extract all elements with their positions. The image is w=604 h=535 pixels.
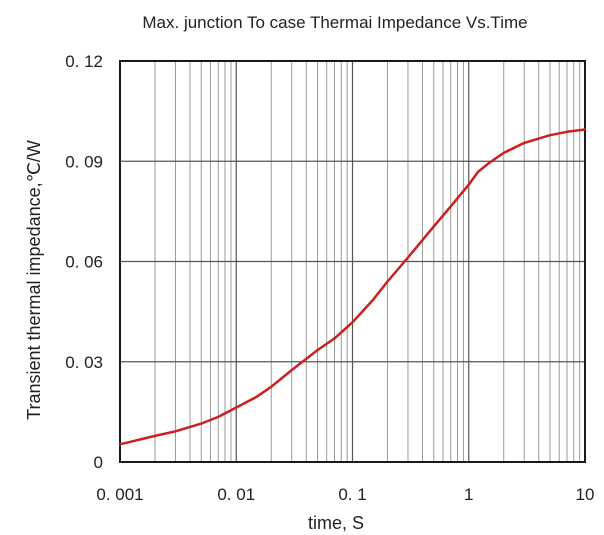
x-tick-label: 0. 1 (338, 485, 366, 504)
series-group (118, 128, 587, 446)
y-tick-label: 0. 12 (65, 52, 103, 71)
y-tick-label: 0 (94, 453, 103, 472)
y-tick-label: 0. 03 (65, 353, 103, 372)
y-axis-label: Transient thermal impedance,℃/W (24, 140, 44, 420)
grid (119, 60, 586, 463)
x-tick-label: 10 (576, 485, 595, 504)
x-tick-label: 0. 01 (217, 485, 255, 504)
x-tick-label: 0. 001 (96, 485, 143, 504)
y-tick-label: 0. 06 (65, 253, 103, 272)
x-tick-label: 1 (464, 485, 473, 504)
series-line (118, 128, 587, 446)
plot-frame (119, 60, 586, 463)
tick-labels: 0. 001 0. 01 0. 1 1 10 0 0. 03 0. 06 0. 09 0. 12 (65, 52, 594, 504)
chart-title: Max. junction To case Thermai Impedance … (142, 13, 527, 32)
x-axis-label: time, S (308, 513, 364, 533)
y-tick-label: 0. 09 (65, 152, 103, 171)
